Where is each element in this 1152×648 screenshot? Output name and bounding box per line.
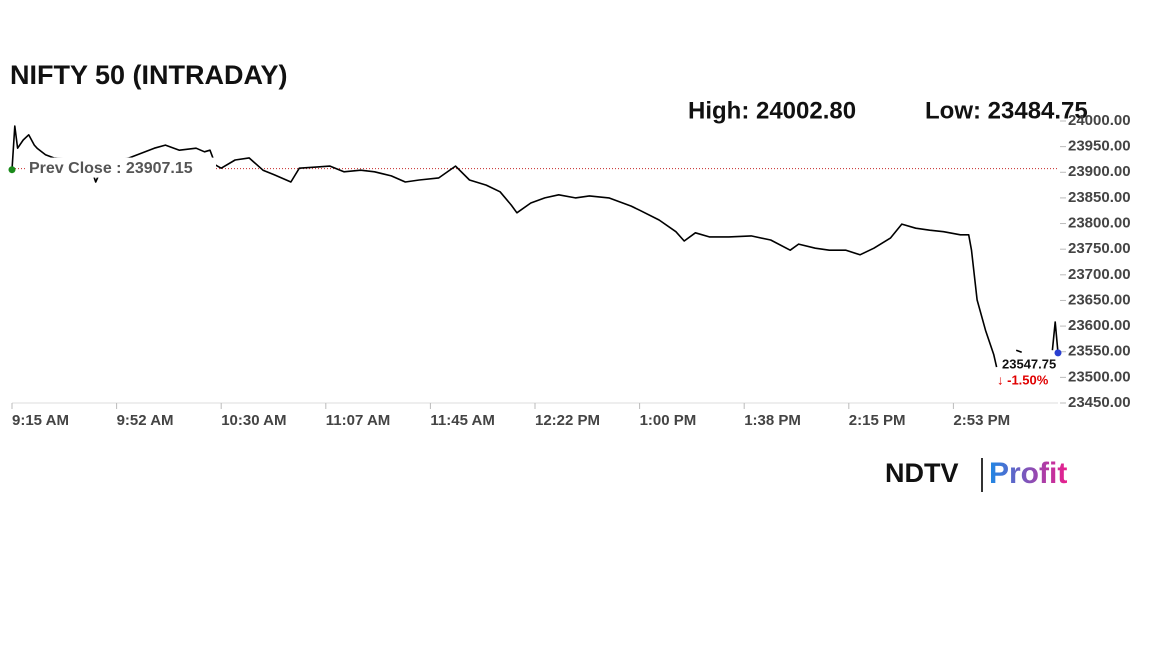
x-tick-label: 2:53 PM	[953, 412, 1010, 429]
prev-close-label-bg	[26, 157, 216, 178]
last-value-label: 23547.75	[1002, 356, 1056, 371]
high-label: High: 24002.80	[688, 97, 856, 124]
y-tick-label: 24000.00	[1068, 112, 1131, 129]
x-tick-label: 12:22 PM	[535, 412, 600, 429]
x-tick-label: 9:52 AM	[117, 412, 174, 429]
y-tick-label: 23700.00	[1068, 266, 1131, 283]
x-tick-label: 1:00 PM	[640, 412, 697, 429]
x-tick-label: 1:38 PM	[744, 412, 801, 429]
y-tick-label: 23550.00	[1068, 343, 1131, 360]
y-tick-label: 23950.00	[1068, 138, 1131, 155]
prev-close-label: Prev Close : 23907.15	[29, 160, 193, 177]
y-tick-label: 23750.00	[1068, 240, 1131, 257]
start-marker	[8, 166, 16, 174]
y-tick-label: 23850.00	[1068, 189, 1131, 206]
x-tick-label: 9:15 AM	[12, 412, 69, 429]
x-tick-label: 2:15 PM	[849, 412, 906, 429]
low-label: Low: 23484.75	[925, 97, 1088, 124]
y-tick-label: 23900.00	[1068, 163, 1131, 180]
y-tick-label: 23450.00	[1068, 394, 1131, 411]
x-tick-label: 11:45 AM	[430, 412, 494, 429]
y-tick-label: 23800.00	[1068, 215, 1131, 232]
x-tick-label: 10:30 AM	[221, 412, 286, 429]
y-tick-label: 23600.00	[1068, 317, 1131, 334]
logo-profit: Profit	[989, 457, 1067, 490]
logo-ndtv: NDTV	[885, 458, 959, 488]
chart-title: NIFTY 50 (INTRADAY)	[10, 60, 288, 90]
y-tick-label: 23650.00	[1068, 291, 1131, 308]
change-label: ↓ -1.50%	[997, 372, 1049, 387]
end-marker	[1054, 349, 1062, 357]
x-tick-label: 11:07 AM	[326, 412, 390, 429]
y-tick-label: 23500.00	[1068, 368, 1131, 385]
